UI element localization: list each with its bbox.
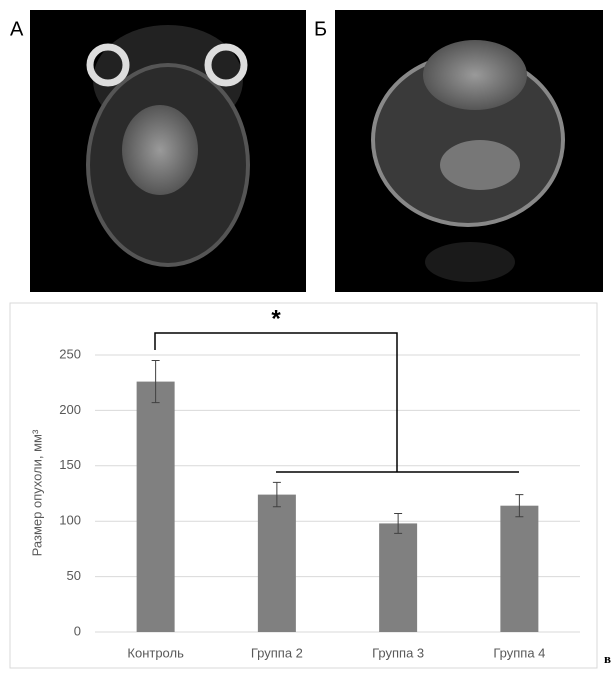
y-axis-label: Размер опухоли, мм³ (29, 429, 44, 556)
y-tick-label: 100 (59, 513, 81, 528)
mri-image-a (30, 10, 306, 292)
bar (137, 382, 175, 632)
y-tick-label: 150 (59, 457, 81, 472)
y-tick-label: 0 (74, 623, 81, 638)
bar (379, 523, 417, 632)
y-tick-label: 50 (67, 568, 81, 583)
panel-label: Б (314, 18, 327, 40)
y-tick-label: 200 (59, 402, 81, 417)
panel-label: в (604, 651, 611, 666)
x-tick-label: Контроль (127, 645, 184, 660)
panel-label: А (10, 18, 24, 40)
significance-star: * (271, 305, 281, 332)
x-tick-label: Группа 4 (493, 645, 545, 660)
x-tick-label: Группа 2 (251, 645, 303, 660)
bar (258, 495, 296, 632)
mri-image-b (335, 10, 603, 292)
bar (500, 506, 538, 632)
x-tick-label: Группа 3 (372, 645, 424, 660)
figure: А Б Размер опухоли, мм³ в 0 50 100 150 200 25… (0, 0, 616, 670)
y-tick-label: 250 (59, 346, 81, 361)
